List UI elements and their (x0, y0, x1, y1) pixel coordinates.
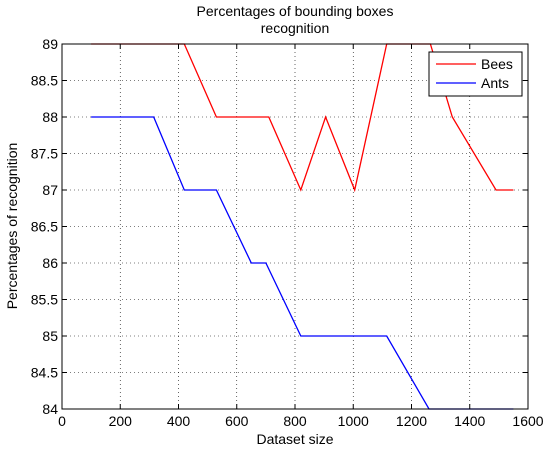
y-tick-label: 87 (42, 182, 58, 198)
series-lines (91, 43, 514, 410)
y-tick-label: 84.5 (31, 365, 58, 381)
y-tick-label: 86 (42, 255, 58, 271)
y-tick-label: 85 (42, 328, 58, 344)
y-tick-label: 85.5 (31, 292, 58, 308)
x-tick-label: 800 (283, 413, 307, 429)
x-axis-ticks: 0 200 400 600 800 1000 1200 1400 1600 (58, 44, 544, 429)
y-tick-label: 84 (42, 401, 58, 417)
legend-label-bees: Bees (481, 56, 513, 72)
y-axis-ticks: 84 84.5 85 85.5 86 86.5 87 87.5 88 88.5 89 (31, 36, 528, 417)
y-tick-label: 88.5 (31, 73, 58, 89)
x-axis-label: Dataset size (256, 431, 333, 447)
y-axis-label: Percentages of recognition (4, 143, 20, 310)
x-tick-label: 0 (58, 413, 66, 429)
y-tick-label: 89 (42, 36, 58, 52)
chart-title-line-2: recognition (261, 20, 330, 36)
x-tick-label: 200 (109, 413, 133, 429)
x-tick-label: 1200 (396, 413, 427, 429)
chart-title-line-1: Percentages of bounding boxes (197, 3, 394, 19)
series-line-ants (91, 116, 514, 410)
x-tick-label: 400 (167, 413, 191, 429)
x-tick-label: 1600 (512, 413, 543, 429)
y-tick-label: 87.5 (31, 146, 58, 162)
y-tick-label: 88 (42, 109, 58, 125)
legend: Bees Ants (428, 51, 523, 97)
y-tick-label: 86.5 (31, 219, 58, 235)
x-tick-label: 1000 (338, 413, 369, 429)
x-tick-label: 1400 (454, 413, 485, 429)
legend-label-ants: Ants (481, 75, 509, 91)
legend-box (428, 51, 523, 97)
series-line-bees (91, 43, 514, 193)
x-tick-label: 600 (225, 413, 249, 429)
